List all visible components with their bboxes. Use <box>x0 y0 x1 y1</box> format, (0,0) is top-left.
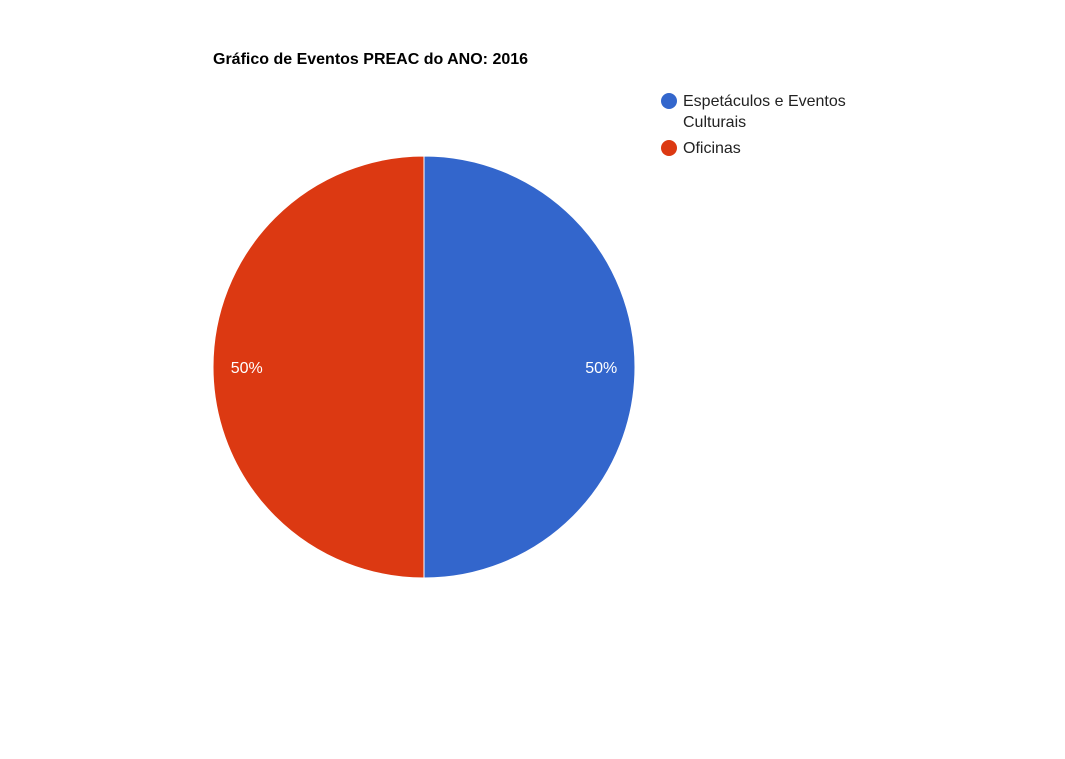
legend: Espetáculos e Eventos Culturais Oficinas <box>661 93 846 157</box>
pie-slice-label-1: 50% <box>231 360 263 377</box>
legend-item-1[interactable]: Oficinas <box>661 140 741 157</box>
chart-title: Gráfico de Eventos PREAC do ANO: 2016 <box>213 51 528 68</box>
legend-swatch-1 <box>661 140 677 156</box>
pie-slice-0[interactable] <box>423 155 636 579</box>
legend-label-1: Oficinas <box>683 140 741 157</box>
legend-label-0: Espetáculos e Eventos Culturais <box>683 93 846 131</box>
pie-slice-1[interactable] <box>212 155 425 579</box>
legend-item-0[interactable]: Espetáculos e Eventos Culturais <box>661 93 846 131</box>
pie-slice-label-0: 50% <box>585 360 617 377</box>
pie-slice-labels: 50% 50% <box>231 360 618 377</box>
legend-swatch-0 <box>661 93 677 109</box>
pie-slices <box>212 155 636 579</box>
